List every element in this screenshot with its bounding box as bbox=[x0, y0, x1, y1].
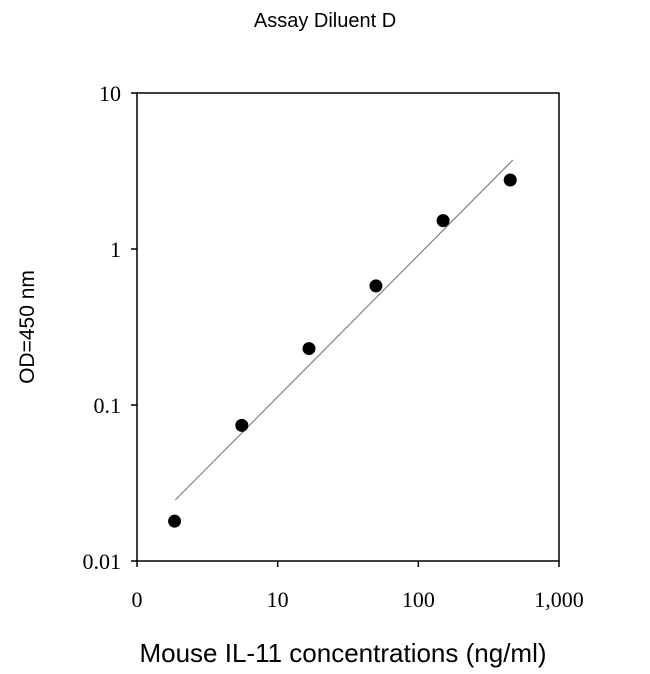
data-point bbox=[235, 418, 249, 432]
data-point bbox=[302, 342, 316, 356]
fit-line bbox=[174, 159, 514, 501]
y-tick-label: 10 bbox=[99, 81, 121, 106]
y-axis-label: OD=450 nm bbox=[16, 270, 39, 384]
x-tick-label: 1,000 bbox=[534, 587, 584, 612]
chart-title: Assay Diluent D bbox=[254, 10, 396, 32]
x-tick-label: 10 bbox=[267, 587, 289, 612]
data-point bbox=[369, 279, 383, 293]
x-axis-label: Mouse IL-11 concentrations (ng/ml) bbox=[139, 638, 546, 668]
y-tick-label: 1 bbox=[110, 237, 121, 262]
data-point bbox=[503, 173, 517, 187]
x-tick-label: 100 bbox=[402, 587, 435, 612]
data-point bbox=[436, 214, 450, 228]
y-tick-label: 0.1 bbox=[94, 393, 122, 418]
plot-frame bbox=[136, 92, 560, 562]
x-tick-label: 0 bbox=[132, 587, 143, 612]
data-point bbox=[168, 514, 182, 528]
y-tick-label: 0.01 bbox=[83, 549, 122, 574]
